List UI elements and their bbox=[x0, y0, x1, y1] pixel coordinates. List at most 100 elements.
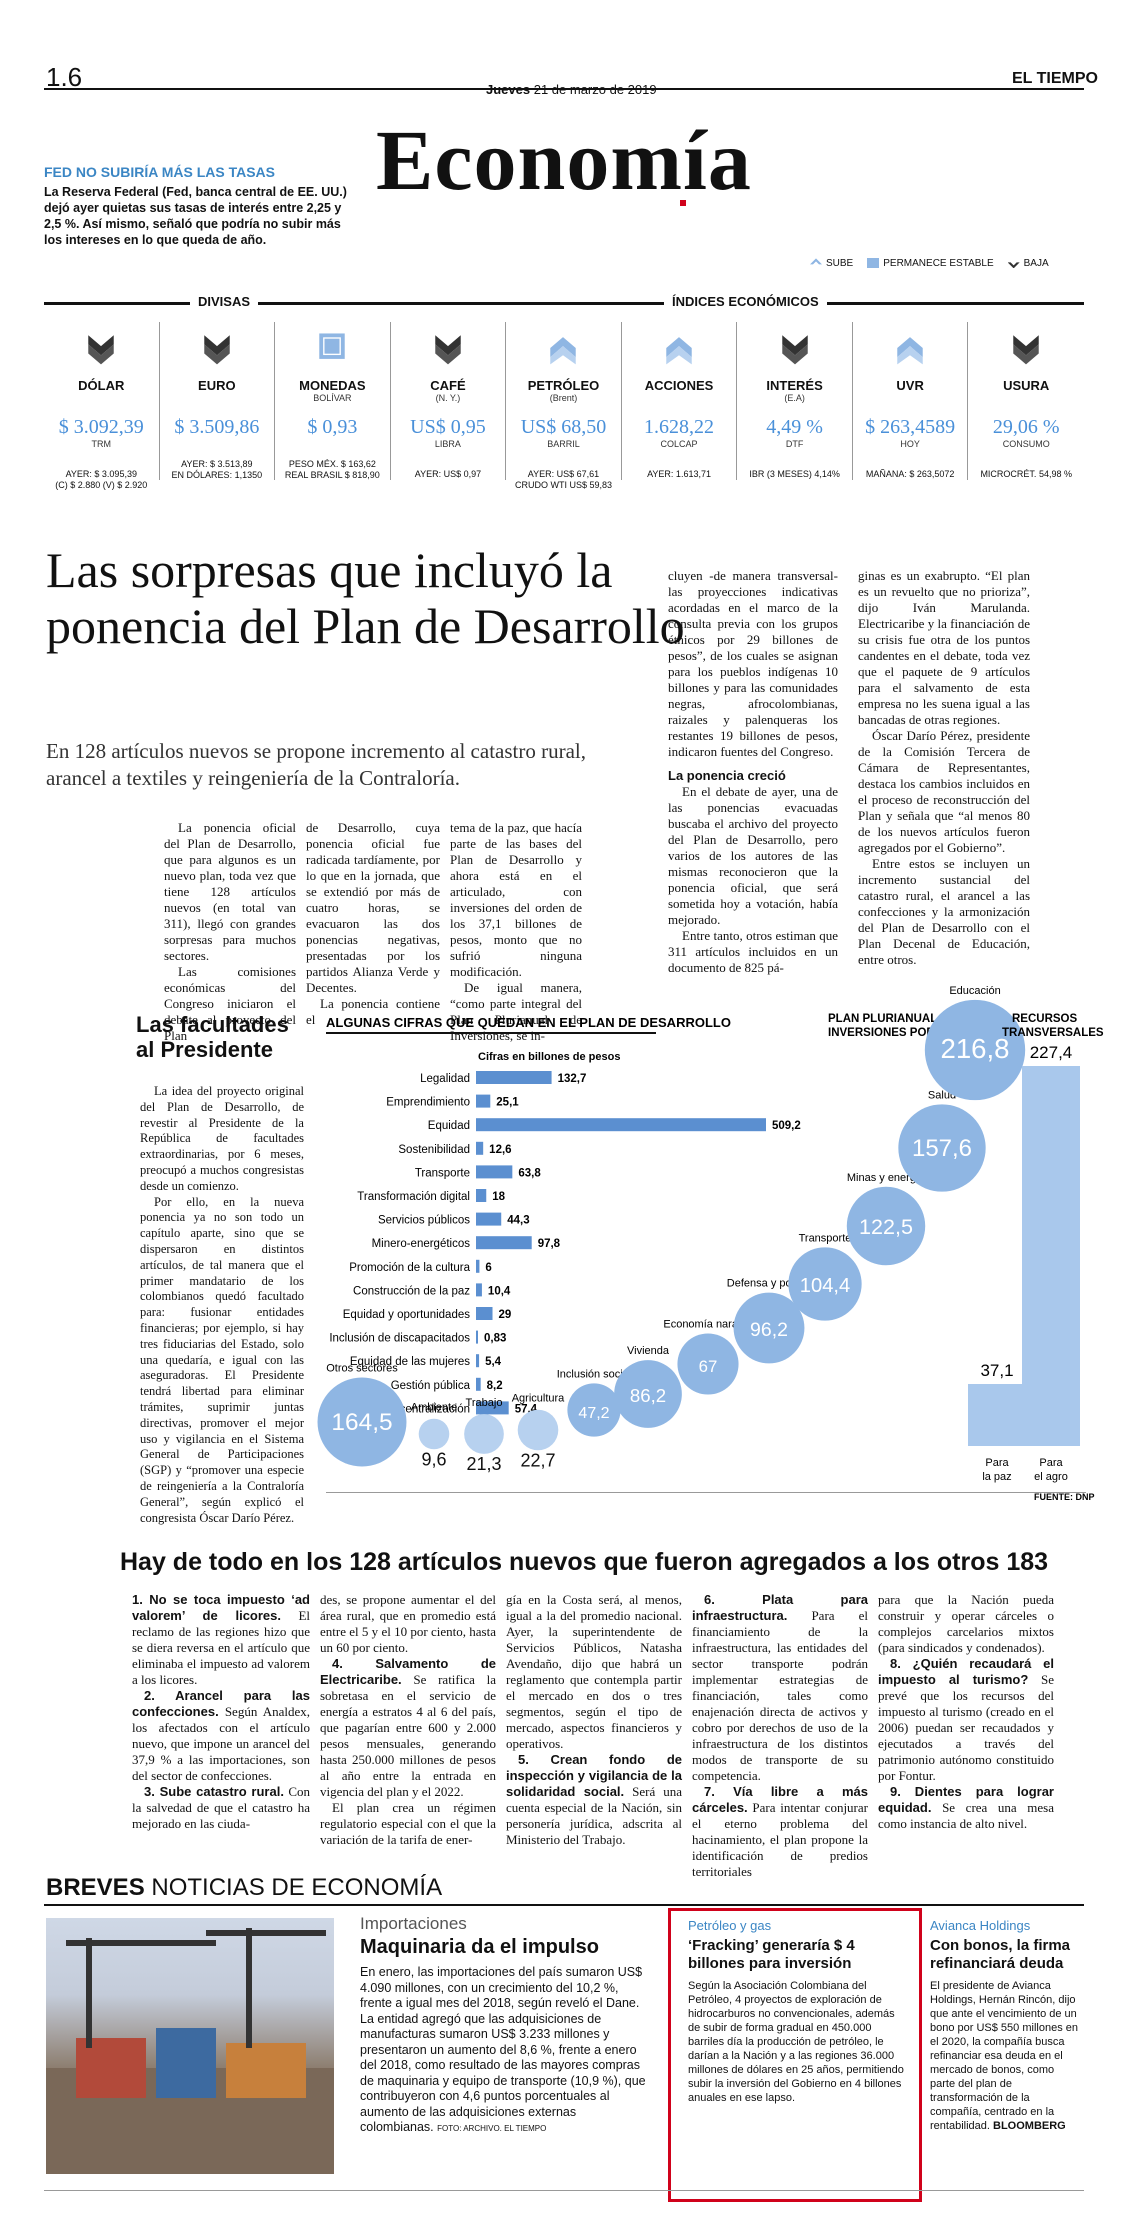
articles-col-1: 1. No se toca impuesto ‘ad valorem’ de l… bbox=[132, 1592, 310, 1832]
bubble bbox=[517, 1409, 559, 1451]
item-7-text-cont: para que la Nación pueda construir y ope… bbox=[878, 1592, 1054, 1655]
indicator-extra: AYER: US$ 67,61 CRUDO WTI US$ 59,83 bbox=[506, 469, 621, 491]
legend-up-label: SUBE bbox=[826, 258, 854, 269]
bubble bbox=[614, 1360, 682, 1428]
indicator-extra-1: AYER: US$ 0,97 bbox=[414, 469, 482, 479]
item-4-title: 4. Salvamento de Electricaribe. bbox=[320, 1656, 496, 1687]
trend-down-icon bbox=[435, 335, 461, 365]
indicator-sub: BOLÍVAR bbox=[313, 393, 352, 403]
bar-value: 12,6 bbox=[489, 1144, 511, 1156]
bar bbox=[476, 1165, 513, 1179]
bubble bbox=[788, 1247, 862, 1321]
bar bbox=[476, 1071, 552, 1084]
trend-down-icon bbox=[88, 335, 114, 365]
trend-down-icon bbox=[204, 335, 230, 365]
item-8-title: 8. ¿Quién recaudará el impuesto al turis… bbox=[878, 1656, 1054, 1687]
breves-rest: NOTICIAS DE ECONOMÍA bbox=[151, 1874, 443, 1901]
bubble-label: Educación bbox=[949, 985, 1000, 997]
indicator-extra-2: REAL BRASIL $ 818,90 bbox=[284, 470, 380, 480]
bar-value: 5,4 bbox=[485, 1356, 502, 1368]
bar-label: Equidad de las mujeres bbox=[350, 1356, 470, 1368]
bubble bbox=[846, 1186, 926, 1266]
bar-value: 6 bbox=[485, 1262, 491, 1274]
story-col-2-p1: de Desarrollo, cuya ponencia oficial fue… bbox=[306, 820, 440, 995]
bubble-chart-title-1: PLAN PLURIANUAL DE bbox=[828, 1013, 957, 1025]
bar bbox=[476, 1189, 487, 1202]
indicator-name: USURA bbox=[1003, 378, 1050, 393]
articles-title: Hay de todo en los 128 artículos nuevos … bbox=[120, 1548, 1049, 1576]
item-7-title: 7. Vía libre a más cárceles. bbox=[692, 1784, 868, 1815]
indicator-extra-1: AYER: US$ 67,61 bbox=[527, 469, 600, 479]
breve-2-headline: ‘Fracking’ generaría $ 4 billones para i… bbox=[688, 1937, 855, 1972]
bubble-value: 9,6 bbox=[421, 1449, 446, 1469]
indicator-value: US$ 0,95 bbox=[410, 416, 486, 438]
bottom-rule bbox=[44, 2190, 1084, 2191]
port-cranes-photo bbox=[46, 1918, 334, 2174]
bar bbox=[476, 1307, 493, 1320]
bar-value: 97,8 bbox=[538, 1238, 561, 1250]
accent-dot bbox=[680, 200, 686, 206]
fed-headline: FED NO SUBIRÍA MÁS LAS TASAS bbox=[44, 164, 276, 180]
bubble-value: 96,2 bbox=[750, 1319, 788, 1341]
item-1-title: 1. No se toca impuesto ‘ad valorem’ de l… bbox=[132, 1592, 310, 1623]
chart-bottom-rule bbox=[326, 1492, 1086, 1493]
bubble-label: Inclusión social bbox=[557, 1368, 632, 1380]
bubble-label: Ambiente bbox=[411, 1402, 457, 1414]
breve-1: Importaciones Maquinaria da el impulso E… bbox=[360, 1914, 650, 2137]
breve-1-body: En enero, las importaciones del país sum… bbox=[360, 1965, 646, 2134]
indicator-extra-2: (C) $ 2.880 (V) $ 2.920 bbox=[55, 480, 148, 490]
page-number: 1.6 bbox=[46, 62, 83, 92]
story-col-4-p3: Entre tanto, otros estiman que 311 artíc… bbox=[668, 928, 838, 975]
item-6-text: Para el financiamiento de la infraestruc… bbox=[692, 1608, 869, 1783]
item-2-text: Según Analdex, los afectados con el artí… bbox=[132, 1704, 310, 1783]
trend-up-icon bbox=[666, 337, 692, 365]
breve-3-kicker: Avianca Holdings bbox=[930, 1918, 1031, 1933]
indicator-extra-2: EN DÓLARES: 1,1350 bbox=[171, 470, 263, 480]
bar-value: 18 bbox=[492, 1191, 505, 1203]
header-rule bbox=[44, 88, 1084, 90]
bubble bbox=[317, 1377, 407, 1467]
bar-label: Promoción de la cultura bbox=[349, 1262, 470, 1274]
transversal-title-2: TRANSVERSALES bbox=[1002, 1027, 1104, 1039]
indicator-name: CAFÉ bbox=[430, 378, 466, 393]
transversal-title-1: RECURSOS bbox=[1012, 1013, 1078, 1025]
indicator-uvr: UVR $ 263,4589 HOY MAÑANA: $ 263,5072 bbox=[853, 322, 969, 480]
indicator-dólar: DÓLAR $ 3.092,39 TRM AYER: $ 3.095,39 (C) $ … bbox=[44, 322, 160, 490]
story-col-4-p1: cluyen -de manera transversal- las proye… bbox=[668, 568, 838, 759]
trend-up-icon bbox=[897, 337, 923, 365]
sidebar-p1: La idea del proyecto original del Plan d… bbox=[140, 1084, 304, 1193]
item-3-text: Con la salvedad de que el catastro ha me… bbox=[132, 1784, 310, 1831]
item-4-text-2: El plan crea un régimen regulatorio espe… bbox=[320, 1800, 496, 1847]
indicator-extra: AYER: US$ 0,97 bbox=[391, 469, 506, 480]
articles-col-4: 6. Plata para infraestructura. Para el f… bbox=[692, 1592, 868, 1880]
item-9-text: Se crea una mesa como instancia de alto … bbox=[878, 1800, 1054, 1831]
bar-value: 509,2 bbox=[772, 1120, 801, 1132]
bubble bbox=[898, 1104, 986, 1192]
bar-chart-rule bbox=[326, 1032, 656, 1034]
item-6-title: 6. Plata para infraestructura. bbox=[692, 1592, 868, 1623]
transversal-label-1: Para bbox=[1039, 1457, 1063, 1469]
story-col-1-p2: Las comisiones económicas del Congreso i… bbox=[164, 964, 296, 1043]
bar-chart-subtitle: Cifras en billones de pesos bbox=[478, 1051, 620, 1063]
indicator-name: DÓLAR bbox=[78, 378, 125, 393]
bar bbox=[476, 1094, 491, 1108]
bubble-label: Agricultura bbox=[512, 1393, 565, 1405]
bar-value: 10,4 bbox=[488, 1285, 511, 1297]
indicator-extra-1: AYER: $ 3.513,89 bbox=[181, 459, 253, 469]
story-col-4: cluyen -de manera transversal- las proye… bbox=[668, 568, 838, 976]
bar-label: Sostenibilidad bbox=[398, 1144, 470, 1156]
bubble bbox=[677, 1333, 739, 1395]
bubble-label: Economía naranja bbox=[663, 1318, 753, 1330]
bar bbox=[476, 1354, 480, 1368]
indicator-value: $ 263,4589 bbox=[865, 416, 956, 438]
bar-label: Inclusión de discapacitados bbox=[329, 1333, 470, 1345]
item-4-text: Se ratifica la sobretasa en el servicio … bbox=[320, 1672, 496, 1799]
indicator-extra: AYER: $ 3.095,39 (C) $ 2.880 (V) $ 2.920 bbox=[44, 469, 159, 491]
transversal-value: 37,1 bbox=[980, 1361, 1013, 1380]
breve-2: Petróleo y gas ‘Fracking’ generaría $ 4 … bbox=[688, 1918, 908, 2105]
trend-legend: SUBE PERMANECE ESTABLE BAJA bbox=[810, 258, 1049, 269]
indicator-sub: (N. Y.) bbox=[435, 393, 461, 403]
indicator-extra-1: PESO MÉX. $ 163,62 bbox=[288, 459, 376, 469]
bar-value: 63,8 bbox=[518, 1167, 541, 1179]
bubble-value: 157,6 bbox=[912, 1135, 972, 1162]
